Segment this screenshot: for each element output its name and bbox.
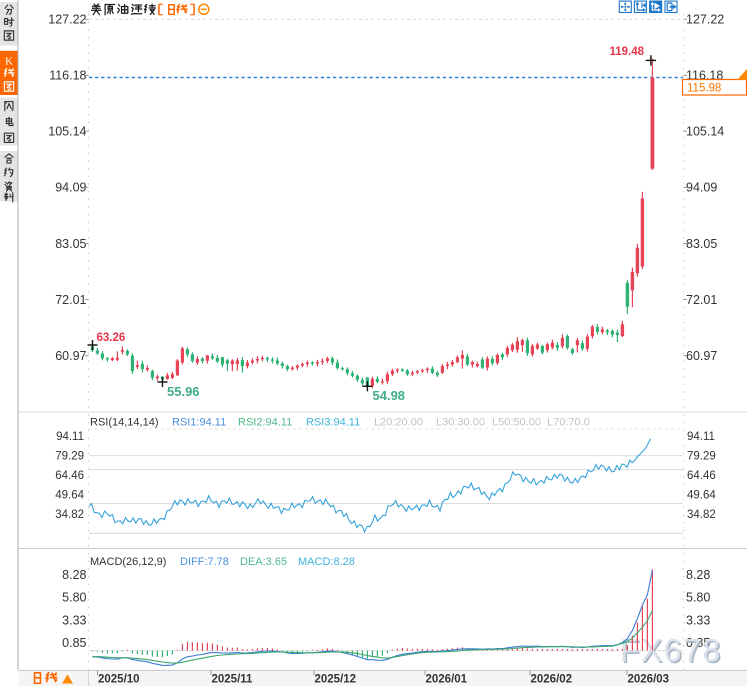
svg-text:0.85: 0.85: [686, 636, 710, 650]
svg-text:72.01: 72.01: [55, 293, 86, 307]
svg-text:49.64: 49.64: [687, 490, 716, 502]
svg-text:L20:20.00: L20:20.00: [374, 417, 423, 429]
svg-text:RSI1:94.11: RSI1:94.11: [172, 417, 226, 429]
svg-text:MACD(26,12,9): MACD(26,12,9): [90, 556, 166, 568]
svg-text:79.29: 79.29: [687, 451, 716, 463]
svg-text:2025/10: 2025/10: [98, 674, 140, 686]
svg-text:2025/11: 2025/11: [212, 674, 254, 686]
svg-text:94.09: 94.09: [686, 181, 717, 195]
svg-text:8.28: 8.28: [62, 568, 86, 582]
svg-text:MACD:8.28: MACD:8.28: [298, 556, 355, 568]
svg-text:105.14: 105.14: [686, 125, 724, 139]
svg-text:RSI2:94.11: RSI2:94.11: [238, 417, 292, 429]
svg-text:RSI3:94.11: RSI3:94.11: [306, 417, 360, 429]
svg-text:2026/02: 2026/02: [531, 674, 573, 686]
svg-text:L70:70.0: L70:70.0: [547, 417, 590, 429]
svg-text:FX678: FX678: [620, 633, 722, 669]
svg-text:79.29: 79.29: [55, 451, 84, 463]
svg-text:127.22: 127.22: [48, 13, 86, 27]
svg-text:DIFF:7.78: DIFF:7.78: [180, 556, 229, 568]
svg-text:105.14: 105.14: [48, 125, 86, 139]
svg-text:127.22: 127.22: [686, 13, 724, 27]
svg-text:94.11: 94.11: [56, 431, 84, 443]
svg-text:94.09: 94.09: [55, 181, 86, 195]
svg-text:83.05: 83.05: [55, 237, 86, 251]
svg-text:63.26: 63.26: [97, 332, 126, 344]
svg-text:64.46: 64.46: [55, 470, 84, 482]
svg-text:55.96: 55.96: [167, 384, 200, 399]
svg-text:49.64: 49.64: [55, 490, 84, 502]
svg-text:2026/03: 2026/03: [628, 674, 670, 686]
svg-text:2025/12: 2025/12: [315, 674, 357, 686]
svg-text:L30:30.00: L30:30.00: [436, 417, 485, 429]
svg-text:8.28: 8.28: [686, 568, 710, 582]
svg-text:119.48: 119.48: [609, 46, 644, 58]
svg-text:72.01: 72.01: [686, 293, 717, 307]
svg-text:DEA:3.65: DEA:3.65: [240, 556, 287, 568]
svg-text:FX678: FX678: [622, 634, 724, 670]
svg-text:116.18: 116.18: [49, 69, 86, 83]
svg-text:RSI(14,14,14): RSI(14,14,14): [90, 417, 158, 429]
svg-text:60.97: 60.97: [55, 349, 86, 363]
svg-text:3.33: 3.33: [686, 613, 710, 627]
svg-text:3.33: 3.33: [62, 613, 86, 627]
svg-text:34.82: 34.82: [687, 509, 716, 521]
svg-text:94.11: 94.11: [687, 431, 715, 443]
svg-text:5.80: 5.80: [62, 591, 86, 605]
svg-text:60.97: 60.97: [686, 349, 717, 363]
svg-text:0.85: 0.85: [62, 636, 86, 650]
svg-text:5.80: 5.80: [686, 591, 710, 605]
svg-text:83.05: 83.05: [686, 237, 717, 251]
svg-text:K: K: [5, 56, 13, 68]
svg-text:L50:50.00: L50:50.00: [492, 417, 541, 429]
svg-text:64.46: 64.46: [687, 470, 716, 482]
svg-text:115.98: 115.98: [687, 83, 721, 95]
svg-text:54.98: 54.98: [373, 388, 406, 403]
svg-text:2026/01: 2026/01: [426, 674, 468, 686]
svg-text:34.82: 34.82: [55, 509, 84, 521]
